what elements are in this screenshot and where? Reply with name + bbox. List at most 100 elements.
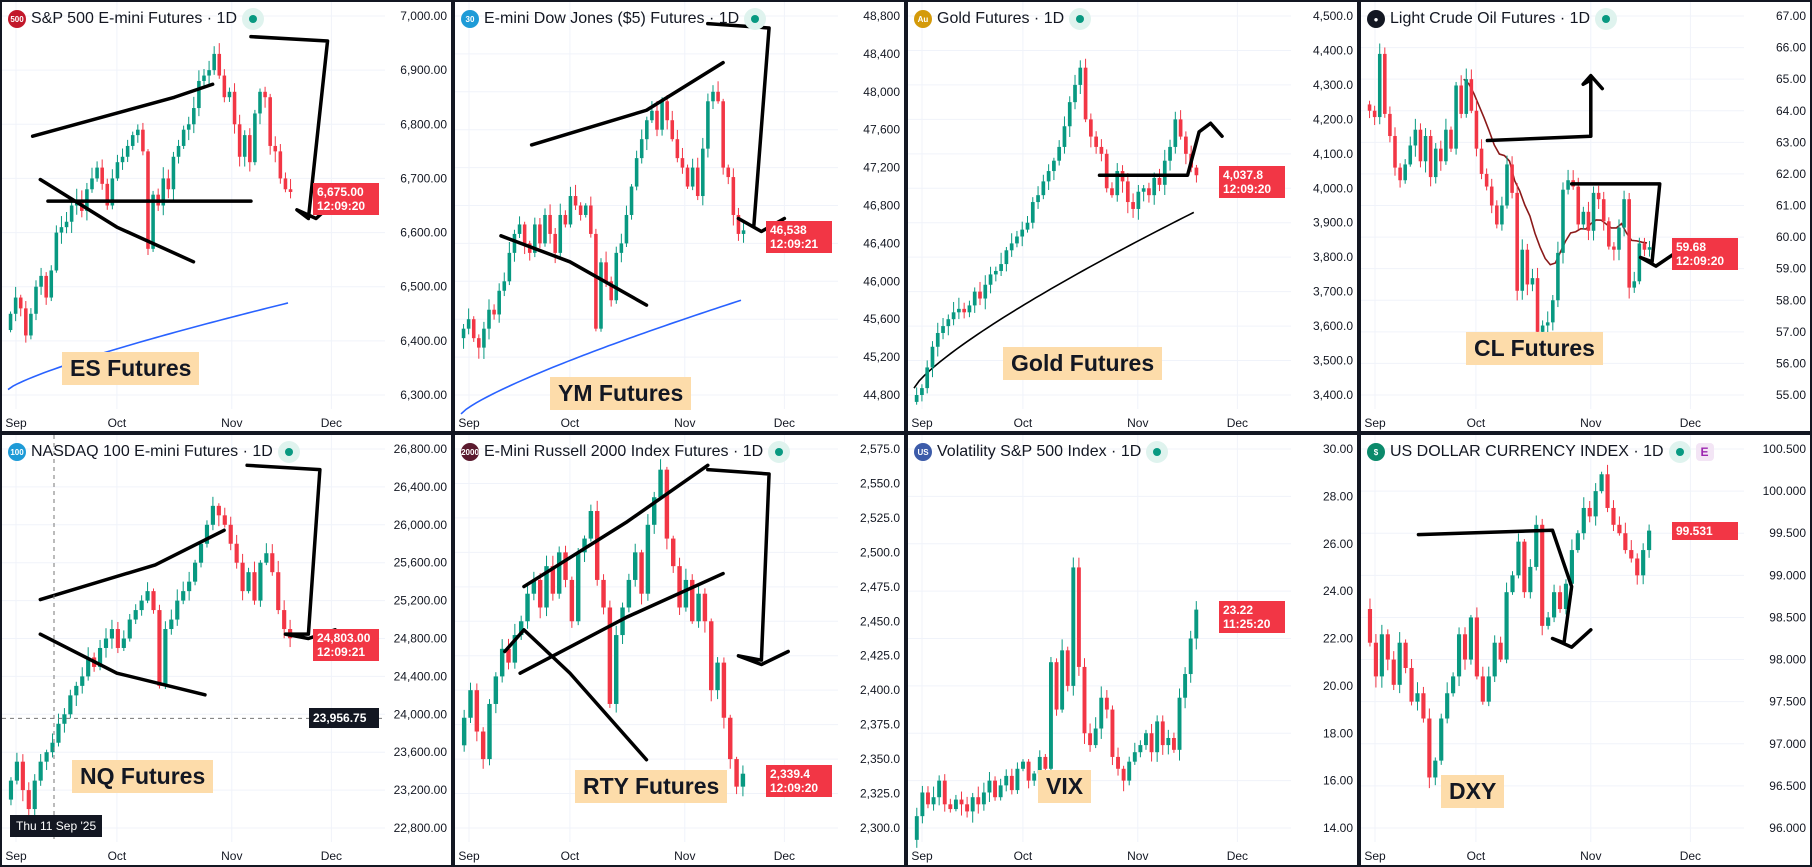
chart-header[interactable]: US Volatility S&P 500 Index · 1D <box>914 441 1169 463</box>
drawn-annotation[interactable] <box>38 528 226 602</box>
price-chart[interactable]: 30.00 28.00 26.00 24.00 22.00 20.00 18.00 16.00… <box>908 435 1359 867</box>
chart-title[interactable]: E-Mini Russell 2000 Index Futures · 1D <box>484 443 764 460</box>
last-price-label: 46,538 12:09:21 <box>766 221 832 254</box>
text-annotation[interactable]: DXY <box>1441 775 1505 808</box>
drawn-annotation[interactable] <box>503 628 649 762</box>
chart-header[interactable]: Au Gold Futures · 1D <box>914 8 1092 30</box>
drawn-annotation[interactable] <box>30 82 215 138</box>
chart-title[interactable]: US DOLLAR CURRENCY INDEX · 1D <box>1390 443 1664 460</box>
drawn-annotation[interactable] <box>706 467 790 667</box>
candle <box>1155 715 1160 762</box>
chart-title[interactable]: NASDAQ 100 E-mini Futures · 1D <box>31 443 273 460</box>
chart-panel-2[interactable]: 4,500.0 4,400.0 4,300.0 4,200.0 4,100.0 4,000… <box>906 0 1359 433</box>
chart-title[interactable]: E-mini Dow Jones ($5) Futures · 1D <box>484 10 740 27</box>
y-tick-label: 6,500.00 <box>400 280 447 294</box>
drawn-annotation[interactable] <box>499 234 649 307</box>
drawn-annotation[interactable] <box>522 463 710 589</box>
candle <box>20 754 25 802</box>
candle <box>741 219 746 243</box>
drawn-annotation[interactable] <box>245 463 337 641</box>
y-tick-label: 14.00 <box>1323 821 1353 835</box>
chart-header[interactable]: $ US DOLLAR CURRENCY INDEX · 1D E <box>1367 441 1714 463</box>
text-annotation[interactable]: Gold Futures <box>1003 347 1163 380</box>
candle <box>1566 169 1570 195</box>
y-tick-label: 6,400.00 <box>400 334 447 348</box>
chart-panel-7[interactable]: 100.500 100.000 99.500 99.000 98.500 98.000 97… <box>1359 433 1812 867</box>
chart-header[interactable]: 100 NASDAQ 100 E-mini Futures · 1D <box>8 441 300 463</box>
chart-header[interactable]: 500 S&P 500 E-mini Futures · 1D <box>8 8 265 30</box>
chart-title[interactable]: Light Crude Oil Futures · 1D <box>1390 10 1591 27</box>
chart-panel-5[interactable]: 2,575.0 2,550.0 2,525.0 2,500.0 2,475.0 2,450… <box>453 433 906 867</box>
candle <box>497 283 501 323</box>
y-tick-label: 23,200.00 <box>394 783 448 797</box>
candle <box>1492 635 1497 683</box>
candle <box>1110 705 1115 766</box>
drawn-annotation[interactable] <box>38 632 207 697</box>
price-chart[interactable]: 2,575.0 2,550.0 2,525.0 2,500.0 2,475.0 2,450… <box>455 435 906 867</box>
drawn-annotation[interactable] <box>518 571 725 675</box>
text-annotation[interactable]: ES Futures <box>62 352 200 385</box>
drawn-annotation[interactable] <box>1416 528 1593 649</box>
y-tick-label: 2,325.0 <box>860 787 900 801</box>
price-chart[interactable]: 4,500.0 4,400.0 4,300.0 4,200.0 4,100.0 4,000… <box>908 2 1359 433</box>
drawn-annotation[interactable] <box>529 60 725 147</box>
candle <box>1385 629 1390 671</box>
candle <box>626 573 632 613</box>
candle <box>941 317 945 340</box>
text-annotation[interactable]: VIX <box>1038 770 1092 803</box>
price-chart[interactable]: 26,800.00 26,400.00 26,000.00 25,600.00 25,2… <box>2 435 453 867</box>
candle <box>228 516 233 551</box>
chart-panel-6[interactable]: 30.00 28.00 26.00 24.00 22.00 20.00 18.00 16.00… <box>906 433 1359 867</box>
candle <box>948 798 953 813</box>
price-chart[interactable]: 7,000.00 6,900.00 6,800.00 6,700.00 6,600.00… <box>2 2 453 433</box>
market-open-icon <box>242 8 265 30</box>
price-chart[interactable]: 100.500 100.000 99.500 99.000 98.500 98.000 97… <box>1361 435 1812 867</box>
drawn-annotation[interactable] <box>1485 73 1605 143</box>
candle <box>34 280 38 321</box>
candle <box>959 791 964 816</box>
candle <box>1048 656 1053 773</box>
chart-header[interactable]: 2000 E-Mini Russell 2000 Index Futures · … <box>461 441 791 463</box>
candle <box>734 756 739 795</box>
candle <box>1439 713 1444 765</box>
candle <box>1094 131 1098 154</box>
chart-panel-1[interactable]: 48,800 48,400 48,000 47,600 47,200 46,800 46,4… <box>453 0 906 433</box>
chart-header[interactable]: ● Light Crude Oil Futures · 1D <box>1367 8 1618 30</box>
symbol-logo-icon: US <box>914 443 932 461</box>
drawn-annotation[interactable] <box>1569 182 1677 268</box>
drawn-annotation[interactable] <box>38 177 196 264</box>
chart-panel-3[interactable]: 67.00 66.00 65.00 64.00 63.00 62.00 61.00 60.00… <box>1359 0 1812 433</box>
candle <box>141 122 145 156</box>
candle <box>1131 193 1135 218</box>
y-tick-label: 44,800 <box>863 388 900 402</box>
chart-title[interactable]: Volatility S&P 500 Index · 1D <box>937 443 1142 460</box>
candle <box>237 114 242 167</box>
candle <box>1125 173 1130 214</box>
text-annotation[interactable]: YM Futures <box>550 377 692 410</box>
price-chart[interactable]: 67.00 66.00 65.00 64.00 63.00 62.00 61.00 60.00… <box>1361 2 1812 433</box>
candle <box>609 276 613 307</box>
drawn-annotation[interactable] <box>249 34 337 221</box>
candle <box>1373 634 1378 688</box>
last-price-label: 23.22 11:25:20 <box>1219 600 1285 633</box>
drawn-annotation[interactable] <box>1097 121 1224 177</box>
drawn-annotation[interactable] <box>706 21 787 234</box>
chart-panel-4[interactable]: 26,800.00 26,400.00 26,000.00 25,600.00 25,2… <box>0 433 453 867</box>
chart-panel-0[interactable]: 7,000.00 6,900.00 6,800.00 6,700.00 6,600.00… <box>0 0 453 433</box>
chart-title[interactable]: Gold Futures · 1D <box>937 10 1065 27</box>
candle <box>44 749 49 770</box>
y-tick-label: 97.000 <box>1769 737 1806 751</box>
text-annotation[interactable]: NQ Futures <box>72 760 214 793</box>
candle <box>726 164 731 185</box>
candle <box>981 782 986 811</box>
text-annotation[interactable]: RTY Futures <box>575 770 728 803</box>
chart-title[interactable]: S&P 500 E-mini Futures · 1D <box>31 10 238 27</box>
candle <box>171 151 176 200</box>
chart-header[interactable]: 30 E-mini Dow Jones ($5) Futures · 1D <box>461 8 767 30</box>
text-annotation[interactable]: CL Futures <box>1466 332 1603 365</box>
earnings-badge[interactable]: E <box>1695 443 1714 461</box>
candle <box>914 807 919 848</box>
price-chart[interactable]: 48,800 48,400 48,000 47,600 47,200 46,800 46,4… <box>455 2 906 433</box>
candle <box>1383 47 1387 118</box>
candle <box>69 201 74 233</box>
